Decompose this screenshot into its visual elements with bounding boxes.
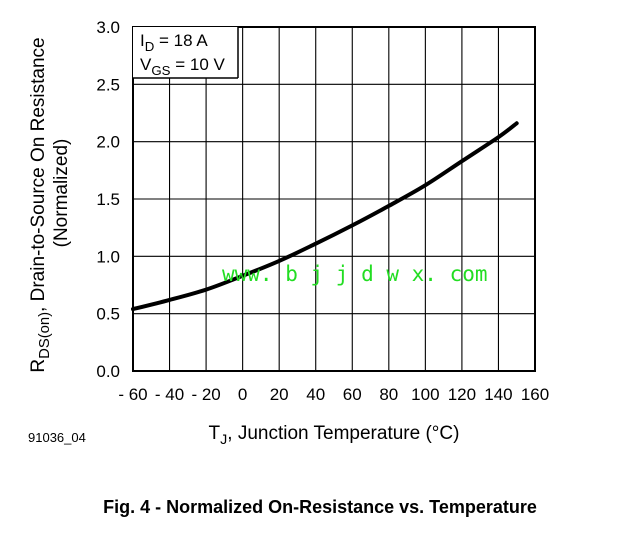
- x-tick-label: 140: [484, 385, 512, 404]
- conditions-background: [133, 27, 238, 78]
- x-axis-ticks: - 60 - 40 - 20 0 20 40 60 80 100 120 140 160: [118, 385, 549, 404]
- x-tick-label: 100: [411, 385, 439, 404]
- y-tick-label: 1.5: [96, 190, 120, 209]
- series-line-rdson: [131, 121, 519, 312]
- y-axis-label: RDS(on), Drain-to-Source On Resistance (N…: [28, 37, 72, 372]
- x-tick-label: - 20: [191, 385, 220, 404]
- x-tick-label: - 60: [118, 385, 147, 404]
- figure-caption: Fig. 4 - Normalized On-Resistance vs. Te…: [103, 497, 537, 517]
- y-axis-label-line2: (Normalized): [51, 139, 72, 248]
- watermark: www. b j j d w x. com: [222, 262, 488, 286]
- y-tick-label: 0.0: [96, 362, 120, 381]
- y-tick-label: 2.0: [96, 133, 120, 152]
- x-tick-label: 20: [270, 385, 289, 404]
- y-tick-label: 1.0: [96, 247, 120, 266]
- y-tick-label: 0.5: [96, 305, 120, 324]
- series-group: [131, 121, 519, 312]
- y-axis-ticks: 0.0 0.5 1.0 1.5 2.0 2.5 3.0: [96, 18, 120, 381]
- plot-frame: [132, 26, 536, 372]
- y-tick-label: 2.5: [96, 75, 120, 94]
- y-axis-label-line1: RDS(on), Drain-to-Source On Resistance: [28, 37, 53, 372]
- x-tick-label: 160: [521, 385, 549, 404]
- grid-lines: [133, 27, 535, 371]
- x-tick-label: - 40: [155, 385, 184, 404]
- x-tick-label: 40: [306, 385, 325, 404]
- x-tick-label: 60: [343, 385, 362, 404]
- x-tick-label: 80: [379, 385, 398, 404]
- condition-label: VGS = 10 V: [140, 55, 226, 78]
- figure-code: 91036_04: [28, 430, 86, 445]
- x-tick-label: 0: [238, 385, 247, 404]
- y-tick-label: 3.0: [96, 18, 120, 37]
- x-tick-label: 120: [448, 385, 476, 404]
- x-axis-label: TJ, Junction Temperature (°C): [209, 423, 460, 448]
- condition-label: ID = 18 A: [140, 31, 208, 54]
